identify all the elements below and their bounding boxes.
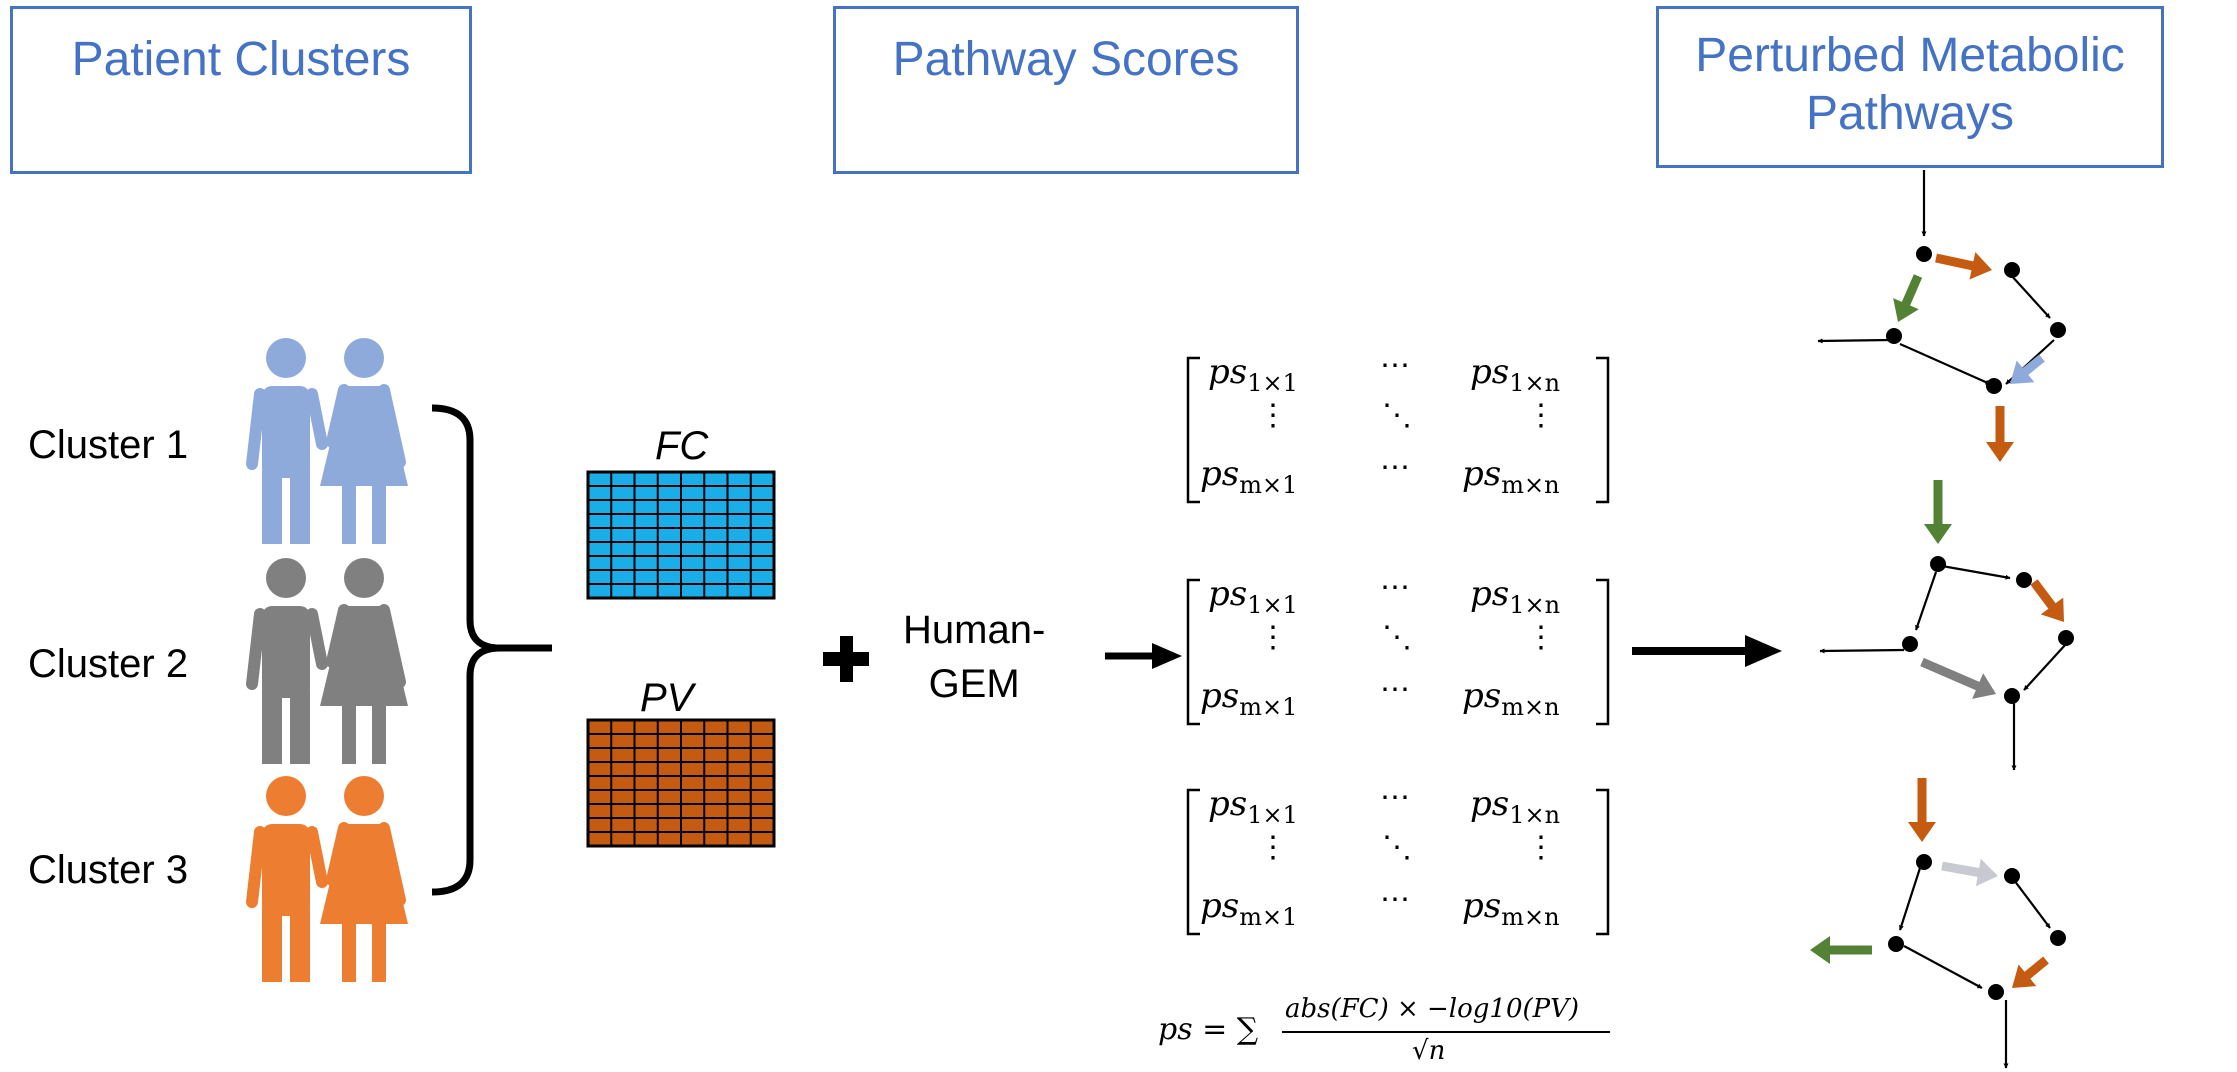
cell-var: ps xyxy=(1470,352,1510,392)
formula-denominator: √n xyxy=(1412,1036,1446,1066)
pathway-network-2 xyxy=(1819,480,2074,771)
cell-top-left: ps1×1 xyxy=(1208,574,1298,619)
score-matrix-brackets xyxy=(1186,356,1610,936)
cell-var: ps xyxy=(1208,352,1248,392)
cell-var: ps xyxy=(1470,784,1510,824)
vdots-right: ⋮ xyxy=(1526,398,1556,433)
pathway-scores-title: Pathway Scores xyxy=(892,33,1240,86)
cell-bottom-right: psm×n xyxy=(1462,886,1560,931)
cell-var: ps xyxy=(1200,676,1240,716)
plus-icon xyxy=(823,636,869,682)
perturbed-pathway-networks xyxy=(1810,170,2074,1069)
patient-clusters-icons xyxy=(246,338,408,982)
perturbed-pathways-title-line2: Pathways xyxy=(1805,87,2015,140)
pathway-network-3 xyxy=(1810,778,2066,1069)
patient-clusters-title: Patient Clusters xyxy=(71,33,411,86)
ddots-center: ⋱ xyxy=(1382,398,1412,433)
fc-label: FC xyxy=(655,424,709,468)
cell-subscript: m×1 xyxy=(1239,470,1298,499)
cell-subscript: m×1 xyxy=(1239,692,1298,721)
cell-subscript: 1×n xyxy=(1509,368,1561,397)
cluster-2-label: Cluster 2 xyxy=(28,642,189,686)
formula-lhs-text: ps = ∑ xyxy=(1158,1012,1259,1047)
pathway-scores-header: Pathway Scores xyxy=(833,6,1299,174)
matrix-3-left-bracket xyxy=(1186,788,1200,936)
cell-top-right: ps1×n xyxy=(1470,784,1560,829)
hdots-bottom: ⋯ xyxy=(1380,672,1410,707)
hdots-top: ⋯ xyxy=(1380,570,1410,605)
vdots-right: ⋮ xyxy=(1526,620,1556,655)
pv-matrix-grid xyxy=(586,718,776,848)
hdots-bottom: ⋯ xyxy=(1380,450,1410,485)
matrix-3-right-bracket xyxy=(1596,788,1610,936)
cluster-bracket xyxy=(431,404,552,896)
cell-top-left: ps1×1 xyxy=(1208,352,1298,397)
cell-bottom-right: psm×n xyxy=(1462,676,1560,721)
perturbed-pathways-header: Perturbed Metabolic Pathways xyxy=(1656,6,2164,168)
cluster-3-label: Cluster 3 xyxy=(28,848,189,892)
cell-var: ps xyxy=(1208,784,1248,824)
matrix-1-left-bracket xyxy=(1186,356,1200,504)
vdots-left: ⋮ xyxy=(1258,830,1288,865)
cluster-1-label: Cluster 1 xyxy=(28,423,189,467)
human-gem-line1: Human- xyxy=(903,608,1046,652)
pathway-network-1 xyxy=(1817,170,2066,462)
cell-var: ps xyxy=(1462,886,1502,926)
fc-pv-matrices xyxy=(586,470,776,848)
cell-bottom-right: psm×n xyxy=(1462,454,1560,499)
formula-lhs: ps = ∑ xyxy=(1158,1012,1258,1047)
cluster-1-icon xyxy=(246,338,408,544)
cell-subscript: 1×1 xyxy=(1247,590,1298,619)
matrix-1-right-bracket xyxy=(1596,356,1610,504)
cell-var: ps xyxy=(1200,886,1240,926)
vdots-left: ⋮ xyxy=(1258,620,1288,655)
formula-numerator: abs(FC) × −log10(PV) xyxy=(1285,994,1580,1024)
matrix-2-right-bracket xyxy=(1596,578,1610,726)
matrix-2-left-bracket xyxy=(1186,578,1200,726)
patient-clusters-header: Patient Clusters xyxy=(10,6,472,174)
cell-subscript: m×1 xyxy=(1239,902,1298,931)
human-gem-line2: GEM xyxy=(928,662,1020,706)
cell-bottom-left: psm×1 xyxy=(1200,676,1297,721)
hdots-bottom: ⋯ xyxy=(1380,882,1410,917)
ddots-center: ⋱ xyxy=(1382,830,1412,865)
cell-top-left: ps1×1 xyxy=(1208,784,1298,829)
ddots-center: ⋱ xyxy=(1382,620,1412,655)
cell-var: ps xyxy=(1462,676,1502,716)
cluster-2-icon xyxy=(246,558,408,764)
hdots-top: ⋯ xyxy=(1380,348,1410,383)
cell-bottom-left: psm×1 xyxy=(1200,886,1297,931)
cluster-3-icon xyxy=(246,776,408,982)
cell-subscript: 1×1 xyxy=(1247,368,1298,397)
cell-var: ps xyxy=(1200,454,1240,494)
cell-top-right: ps1×n xyxy=(1470,352,1560,397)
cell-subscript: m×n xyxy=(1501,692,1560,721)
human-gem-label: Human- GEM xyxy=(903,603,1045,711)
cell-subscript: 1×n xyxy=(1509,800,1561,829)
pv-label: PV xyxy=(640,676,694,720)
cell-subscript: 1×n xyxy=(1509,590,1561,619)
cell-subscript: m×n xyxy=(1501,470,1560,499)
hdots-top: ⋯ xyxy=(1380,780,1410,815)
vdots-left: ⋮ xyxy=(1258,398,1288,433)
flow-arrows xyxy=(1105,635,1782,669)
cell-var: ps xyxy=(1462,454,1502,494)
cell-subscript: 1×1 xyxy=(1247,800,1298,829)
vdots-right: ⋮ xyxy=(1526,830,1556,865)
cell-subscript: m×n xyxy=(1501,902,1560,931)
cell-var: ps xyxy=(1208,574,1248,614)
cell-top-right: ps1×n xyxy=(1470,574,1560,619)
cell-var: ps xyxy=(1470,574,1510,614)
cell-bottom-left: psm×1 xyxy=(1200,454,1297,499)
perturbed-pathways-title-line1: Perturbed Metabolic xyxy=(1695,29,2125,82)
fc-matrix-grid xyxy=(586,470,776,600)
